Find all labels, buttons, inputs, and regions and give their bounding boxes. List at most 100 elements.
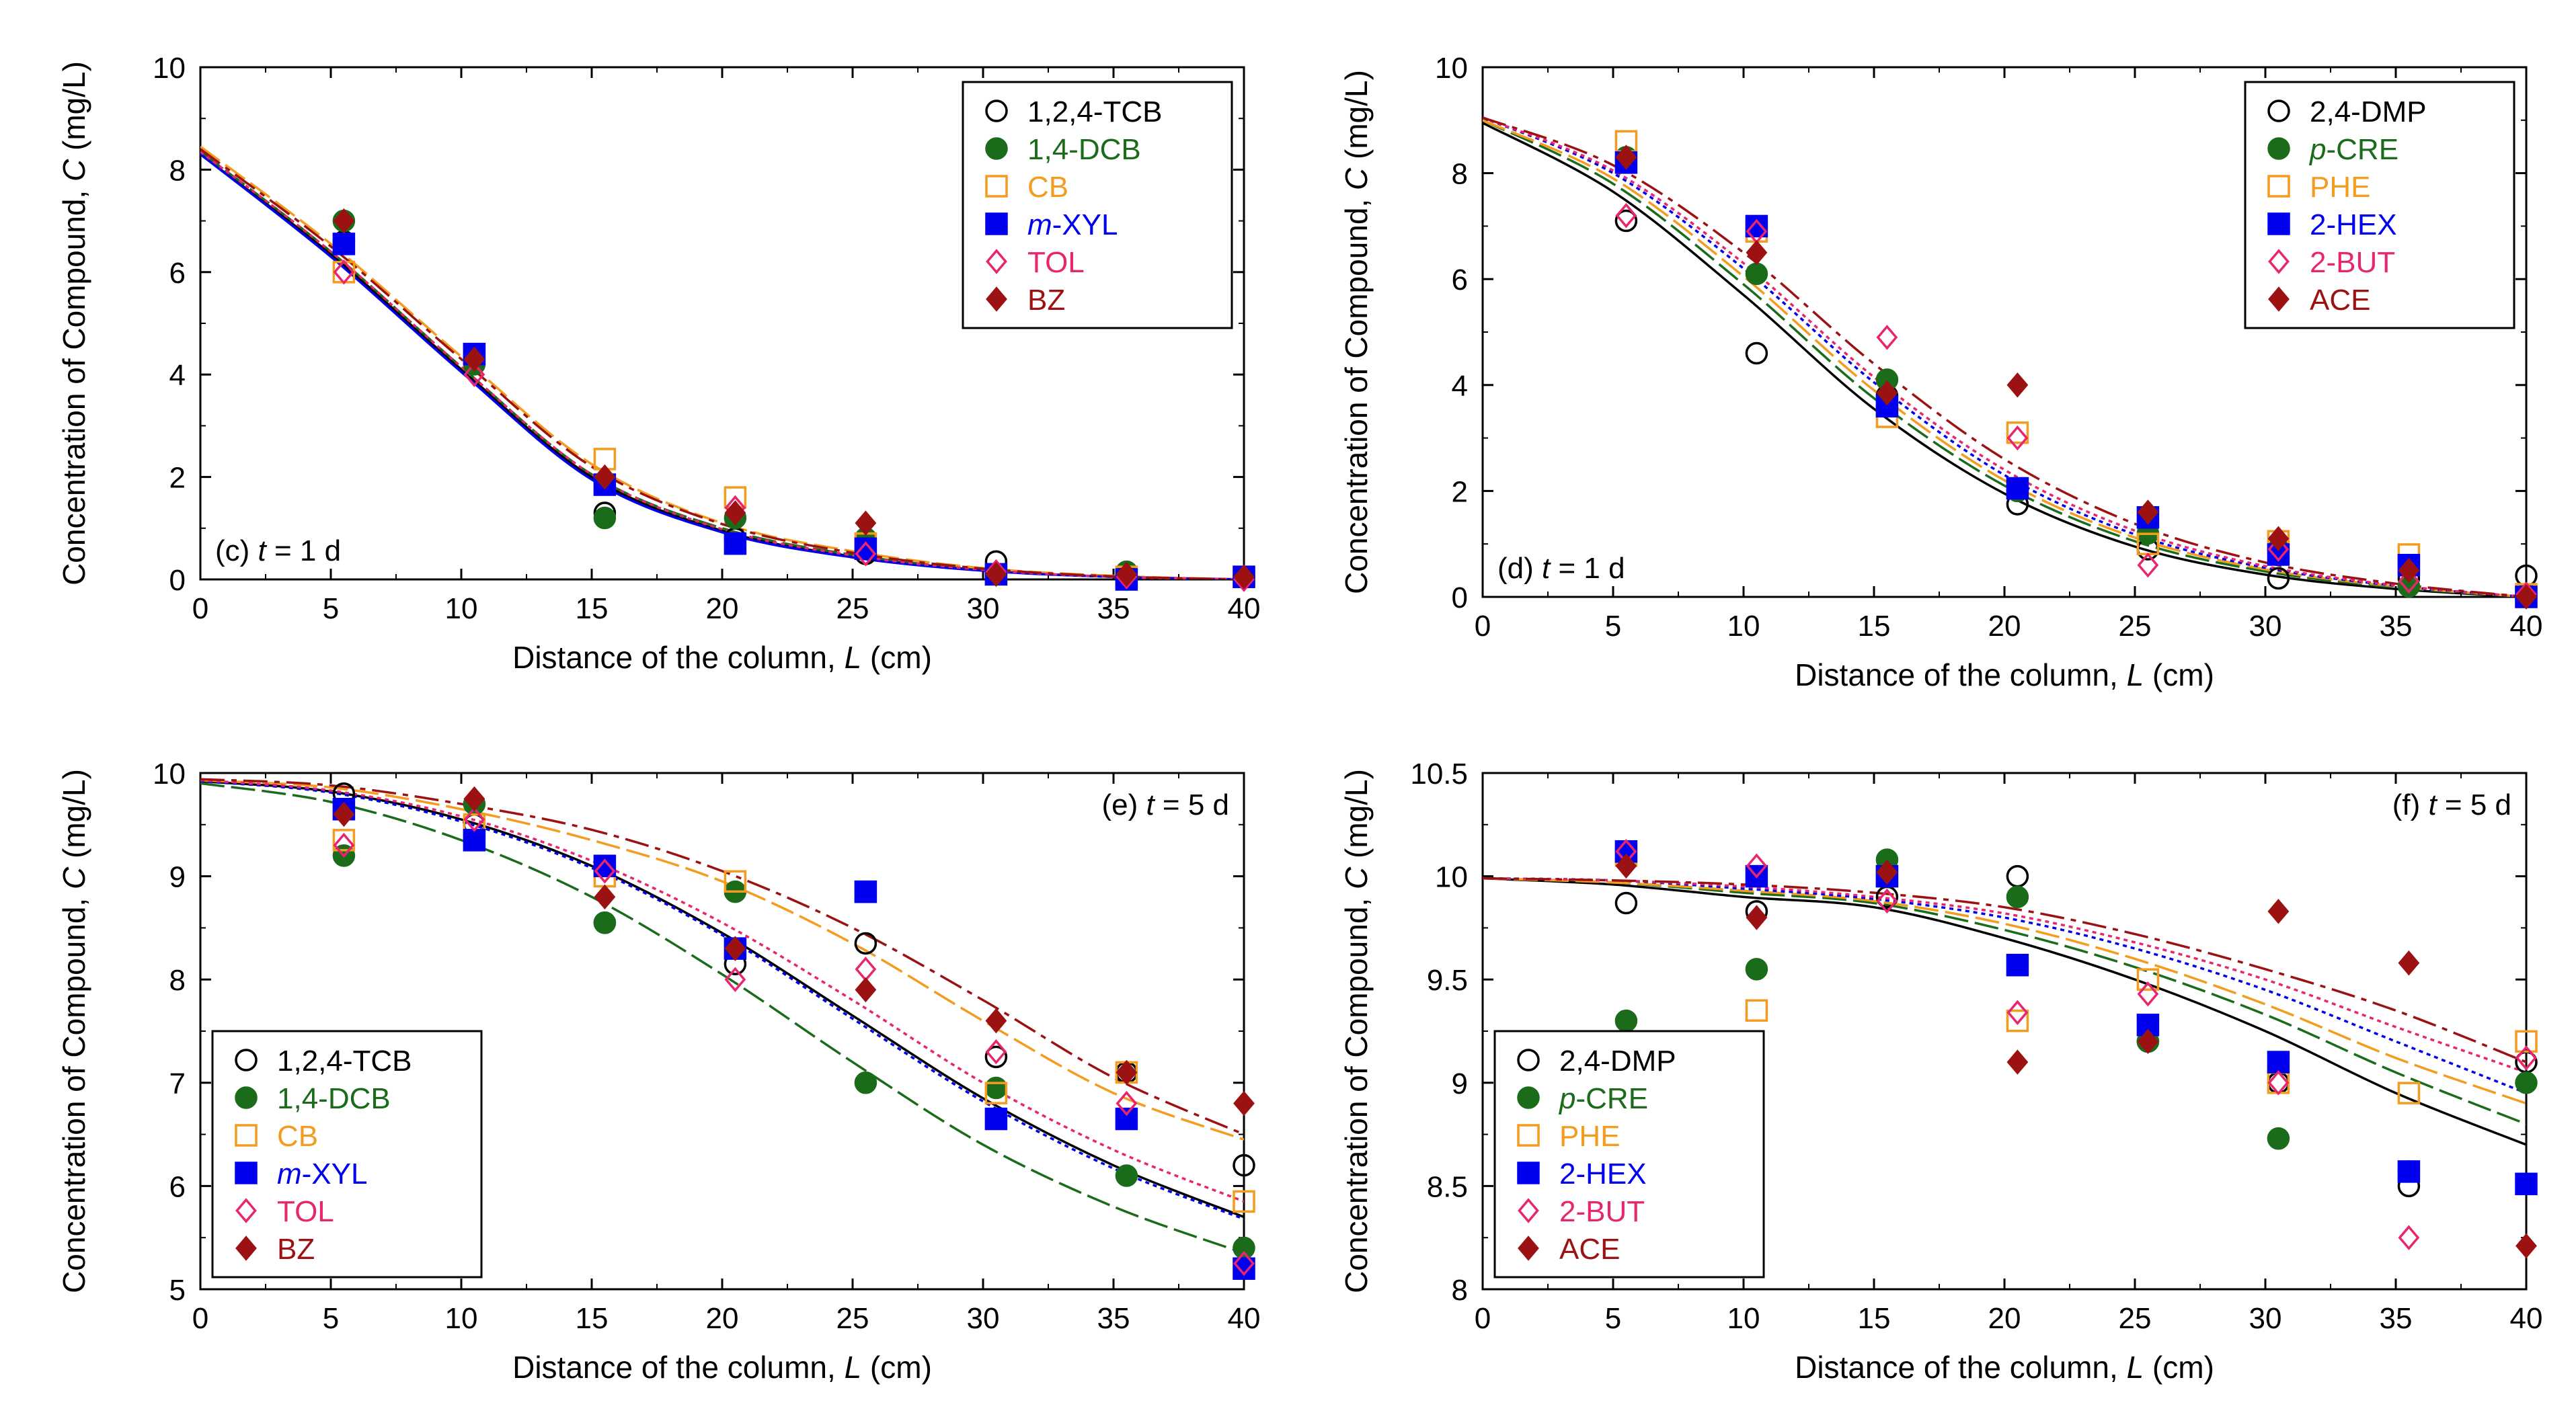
legend-marker [985, 137, 1008, 160]
y-tick-label: 10 [153, 52, 186, 85]
legend-item: 2-BUT [1518, 1195, 1645, 1228]
data-point-ace [1746, 240, 1768, 266]
data-point-dcb [984, 1076, 1008, 1100]
x-axis-label: Distance of the column, L (cm) [512, 640, 932, 675]
data-point-but [2137, 981, 2159, 1007]
data-point-tcb [854, 932, 877, 955]
legend-label-text: TOL [1027, 246, 1085, 279]
data-point-cb [724, 870, 747, 893]
legend-label-text: 2,4-DMP [1559, 1045, 1676, 1078]
legend-label-text: 2-HEX [2310, 208, 2397, 241]
x-axis-label-variable: L [845, 1350, 862, 1385]
x-tick-label: 30 [2249, 1302, 2282, 1335]
data-point-hex [2397, 1160, 2421, 1183]
y-tick-label: 8 [169, 964, 186, 997]
legend-label-text: -CRE [2326, 133, 2398, 166]
legend-label: TOL [1027, 246, 1085, 279]
panel-annotation-value: = 5 d [1155, 788, 1229, 821]
y-tick-label: 8 [169, 154, 186, 187]
legend-label: BZ [277, 1233, 315, 1266]
data-point-bz [855, 977, 877, 1003]
legend-marker [986, 286, 1007, 312]
legend-label-text: 2-HEX [1559, 1158, 1647, 1190]
legend-item: BZ [235, 1233, 315, 1266]
x-tick-label: 40 [1228, 1302, 1261, 1335]
legend-label: 1,4-DCB [277, 1082, 391, 1115]
y-tick-label: 10.5 [1410, 758, 1468, 790]
data-point-cre [1745, 262, 1768, 286]
data-point-ace [1876, 380, 1898, 406]
y-tick-label: 8 [1452, 1274, 1468, 1307]
legend-label: ACE [2310, 284, 2370, 317]
legend-item: PHE [1517, 1120, 1620, 1153]
data-point-xyl [463, 829, 486, 852]
data-point-phe [2515, 1030, 2538, 1053]
y-axis-label-text: Concentration of Compound, [1339, 190, 1374, 594]
fit-curve-hex [1483, 116, 2526, 597]
data-point-phe [2136, 968, 2160, 991]
fit-curve-bz [200, 778, 1244, 1136]
data-point-dcb [854, 1071, 877, 1094]
panel-annotation-label: (c) [215, 534, 258, 567]
legend-marker [235, 1049, 258, 1071]
data-point-but [1746, 853, 1768, 879]
fit-curve-dmp [1483, 122, 2526, 597]
y-tick-label: 9 [169, 861, 186, 894]
y-tick-label: 8 [1452, 158, 1468, 191]
x-tick-label: 30 [967, 1302, 1000, 1335]
data-point-hex [2515, 1172, 2538, 1196]
legend-item: ACE [2268, 284, 2370, 317]
legend-marker [986, 249, 1007, 274]
x-axis-label-variable: L [2127, 1350, 2144, 1385]
legend-label-text: 2-BUT [1559, 1195, 1645, 1228]
x-tick-label: 10 [445, 1302, 478, 1335]
x-tick-label: 40 [2510, 610, 2543, 643]
data-point-bz [1233, 1090, 1255, 1116]
x-tick-label: 35 [2380, 610, 2413, 643]
legend-box [1493, 1030, 1765, 1278]
legend-label: 2-BUT [1559, 1195, 1645, 1228]
panel-annotation: (f) t = 5 d [2392, 788, 2511, 821]
legend-item: BZ [986, 284, 1065, 317]
legend-marker [2267, 212, 2290, 235]
y-axis-label-text: Concentration of Compound, [1339, 889, 1374, 1293]
fit-curve-ace [1483, 116, 2526, 597]
panel-annotation-value: = 1 d [266, 534, 341, 567]
data-point-dmp [2006, 864, 2029, 888]
data-point-dcb [1233, 1236, 1255, 1260]
data-point-bz [724, 500, 746, 526]
legend-item: 2,4-DMP [1517, 1045, 1676, 1078]
legend-marker [985, 175, 1008, 198]
legend-label-text: 1,4-DCB [277, 1082, 391, 1115]
data-point-bz [985, 1008, 1007, 1034]
x-axis-label-unit: (cm) [2144, 657, 2214, 692]
data-point-tol [594, 858, 616, 884]
legend-label-text: CB [1027, 171, 1068, 204]
legend-marker [1518, 1198, 1539, 1223]
legend-label-text: 1,2,4-TCB [277, 1045, 412, 1078]
panel-annotation-value: = 1 d [1550, 552, 1625, 585]
y-tick-label: 10 [153, 758, 186, 790]
legend-label: 2-BUT [2310, 246, 2395, 279]
legend-item: 1,2,4-TCB [985, 95, 1163, 128]
x-tick-label: 35 [1097, 1302, 1130, 1335]
legend-label: 1,2,4-TCB [277, 1045, 412, 1078]
data-point-tol [985, 1039, 1007, 1065]
legend-marker [1517, 1162, 1540, 1184]
legend-label: m-XYL [277, 1158, 367, 1190]
data-point-ace [2137, 499, 2159, 525]
data-point-dcb [593, 506, 617, 530]
data-point-cre [1614, 1009, 1638, 1032]
x-tick-label: 5 [323, 1302, 339, 1335]
legend-marker [235, 1235, 257, 1261]
data-point-dmp [1745, 341, 1768, 365]
legend-label: TOL [277, 1195, 334, 1228]
y-tick-label: 4 [169, 359, 186, 392]
legend-marker [2267, 99, 2290, 122]
y-axis-label: Concentration of Compound, C (mg/L) [1339, 70, 1374, 594]
legend-item: p-CRE [1517, 1082, 1648, 1115]
data-point-dmp [2267, 567, 2290, 590]
y-tick-label: 6 [169, 257, 186, 290]
x-tick-label: 40 [2510, 1302, 2543, 1335]
y-axis-label-variable: C [56, 866, 91, 889]
